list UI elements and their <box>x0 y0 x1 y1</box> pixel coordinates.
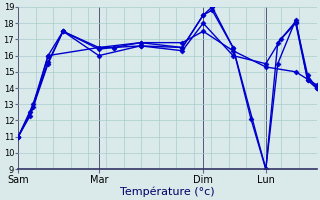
X-axis label: Température (°c): Température (°c) <box>120 186 215 197</box>
